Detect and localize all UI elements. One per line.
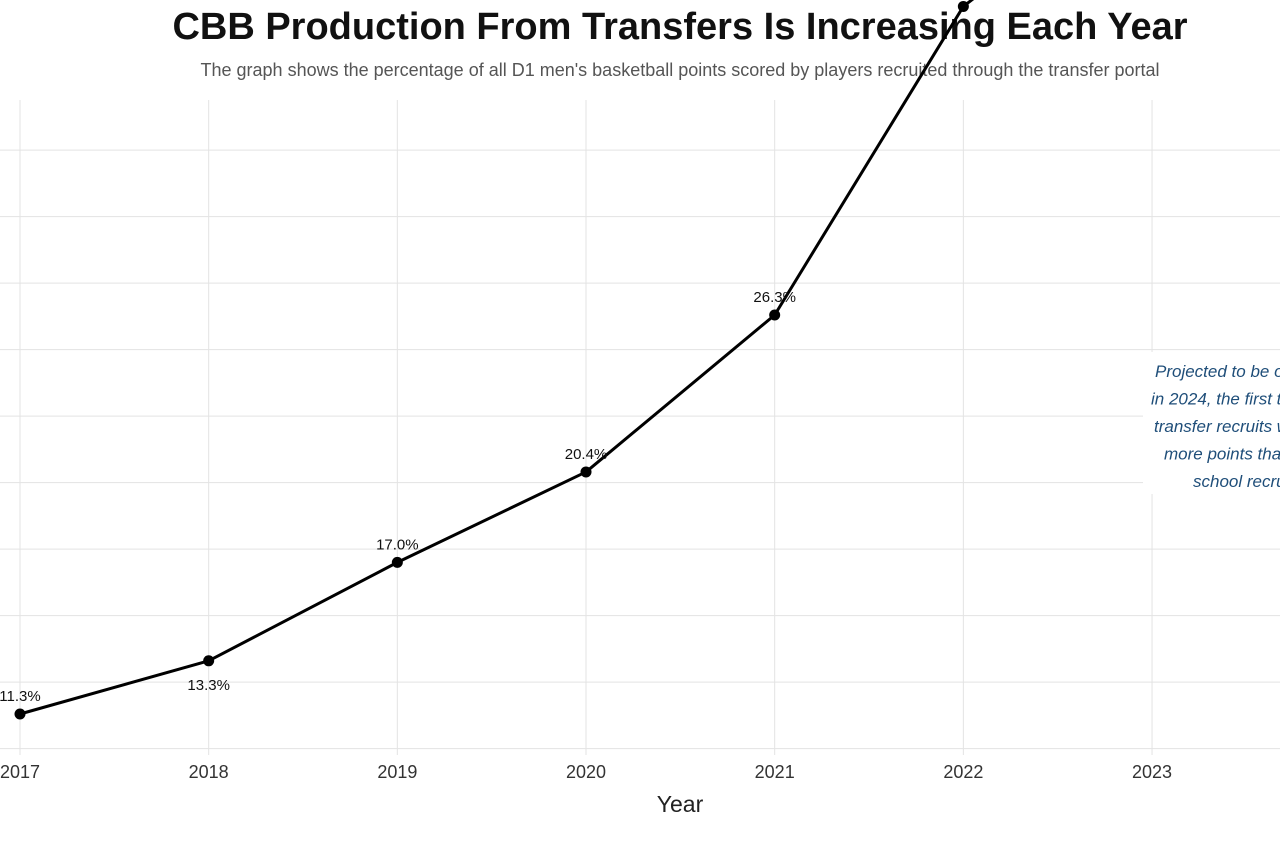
x-tick-labels-group: 2017 2018 2019 2020 2021 2022 2023 bbox=[0, 762, 1172, 782]
y-gridlines bbox=[0, 149, 1280, 750]
data-point bbox=[580, 466, 592, 478]
data-label: 20.4% bbox=[565, 446, 608, 463]
data-point bbox=[391, 556, 403, 568]
points-group bbox=[14, 0, 969, 720]
x-tick-label: 2017 bbox=[0, 762, 40, 782]
data-label: 11.3% bbox=[0, 688, 41, 705]
x-tick-label: 2018 bbox=[189, 762, 229, 782]
data-point bbox=[203, 655, 215, 667]
data-label: 17.0% bbox=[376, 536, 419, 553]
chart-title: CBB Production From Transfers Is Increas… bbox=[172, 6, 1188, 48]
data-point bbox=[14, 708, 26, 720]
data-label: 26.3% bbox=[753, 289, 796, 306]
x-tick-label: 2022 bbox=[943, 762, 983, 782]
data-point bbox=[957, 0, 969, 12]
data-labels-group: 11.3%13.3%17.0%20.4%26.3%37.9%43.4% bbox=[0, 289, 796, 705]
x-axis-title: Year bbox=[657, 791, 704, 817]
projection-annotation: Projected to be ov in 2024, the first t tr… bbox=[1143, 352, 1280, 494]
x-tick-label: 2020 bbox=[566, 762, 606, 782]
annotation-line: more points tha bbox=[1164, 445, 1280, 464]
annotation-line: Projected to be ov bbox=[1155, 362, 1280, 381]
annotation-line: in 2024, the first t bbox=[1151, 390, 1280, 409]
annotation-line: transfer recruits w bbox=[1154, 417, 1280, 436]
annotation-line: school recru bbox=[1193, 472, 1280, 491]
x-tick-label: 2023 bbox=[1132, 762, 1172, 782]
x-tick-label: 2021 bbox=[755, 762, 795, 782]
x-tick-label: 2019 bbox=[377, 762, 417, 782]
data-label: 13.3% bbox=[187, 677, 230, 694]
x-gridlines bbox=[19, 100, 1153, 755]
annotation-box bbox=[1143, 352, 1280, 494]
data-point bbox=[769, 309, 781, 321]
